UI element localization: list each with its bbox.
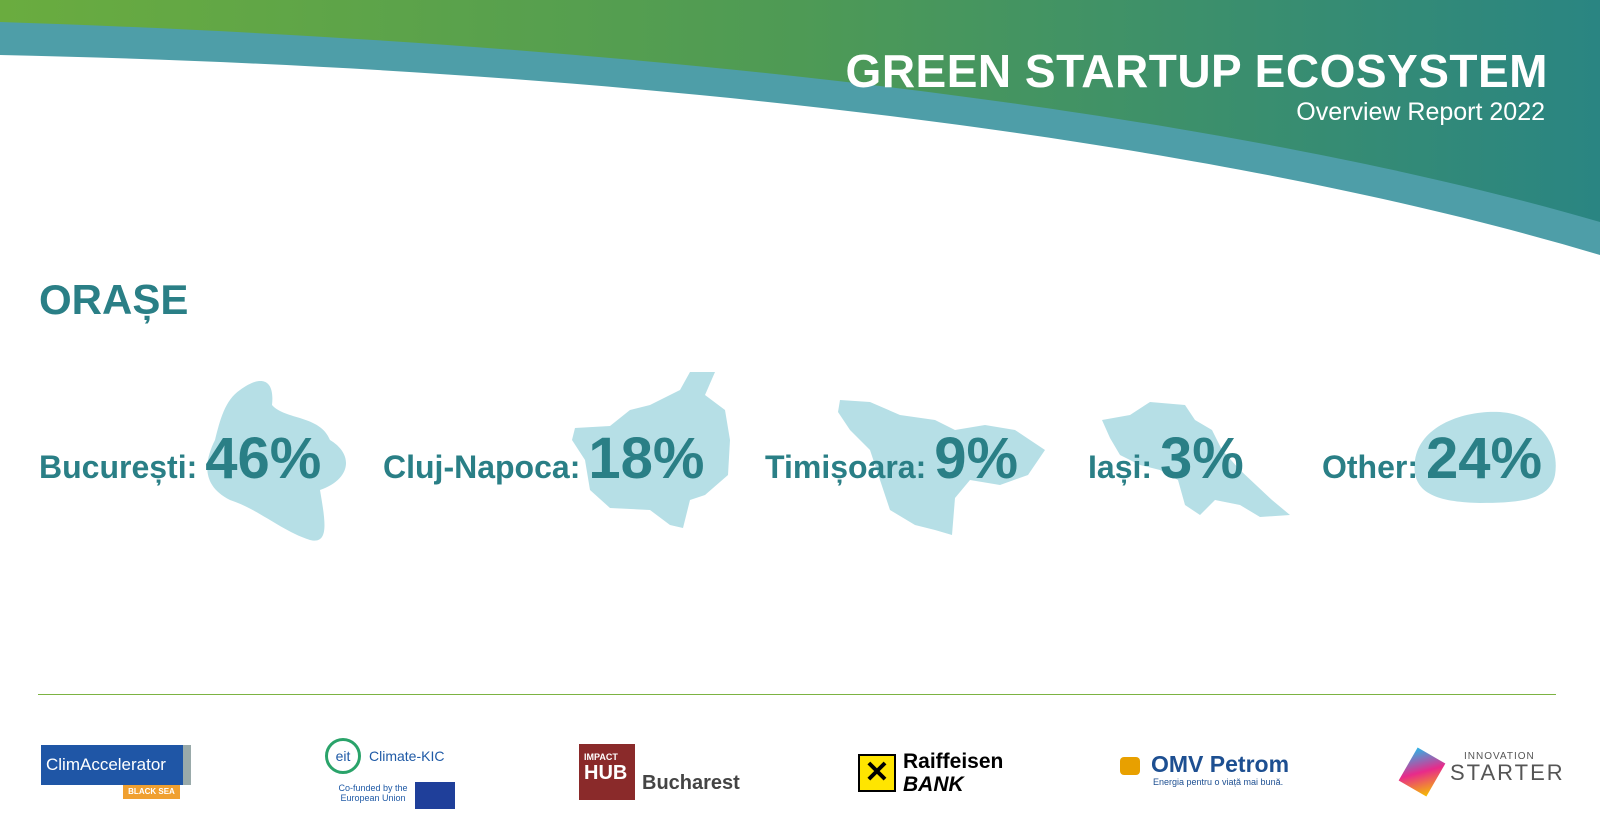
logo-climaccelerator: ClimAccelerator [41,745,191,785]
city: Iași: 3% [1088,425,1244,492]
logo-text: OMV Petrom [1151,751,1290,777]
logo-text: BANK [903,773,964,796]
logo-climate-kic: Climate-KIC [369,748,445,764]
logo-text: STARTER [1450,760,1565,785]
logo-text: INNOVATION [1464,751,1535,762]
city-value: 46% [205,426,322,491]
logo-text: HUB [584,762,628,784]
city-value: 9% [934,426,1019,491]
city: București: 46% [39,425,321,492]
logo-tag: BLACK SEA [123,785,180,799]
divider [38,694,1556,695]
city-name: Other: [1322,449,1418,485]
subtitle: Overview Report 2022 [1296,98,1545,126]
city: Other: 24% [1322,425,1542,492]
raiffeisen-icon: ✕ [858,754,896,792]
logo-impact-hub: IMPACT HUB [579,744,635,800]
logo-eit: eit [325,738,361,774]
eu-flag [415,782,455,809]
city-value: 3% [1160,426,1244,491]
city-name: Iași: [1088,449,1153,485]
city: Cluj-Napoca: 18% [383,425,704,492]
logo-text: Bucharest [642,772,740,794]
city-value: 24% [1426,426,1543,491]
title: GREEN STARTUP ECOSYSTEM [845,45,1548,97]
omv-icon [1120,757,1140,775]
city-name: Timișoara: [765,449,927,485]
city-value: 18% [588,426,705,491]
city-name: Cluj-Napoca: [383,449,581,485]
logo-text: Energia pentru o viață mai bună. [1153,777,1284,787]
city: Timișoara: 9% [765,425,1018,492]
city-name: București: [39,449,198,485]
logo-text: Raiffeisen [903,750,1004,773]
logo-note: Co-funded by the European Union [338,783,408,803]
logo-text: IMPACT [584,752,618,762]
section-title: ORAȘE [39,276,189,323]
